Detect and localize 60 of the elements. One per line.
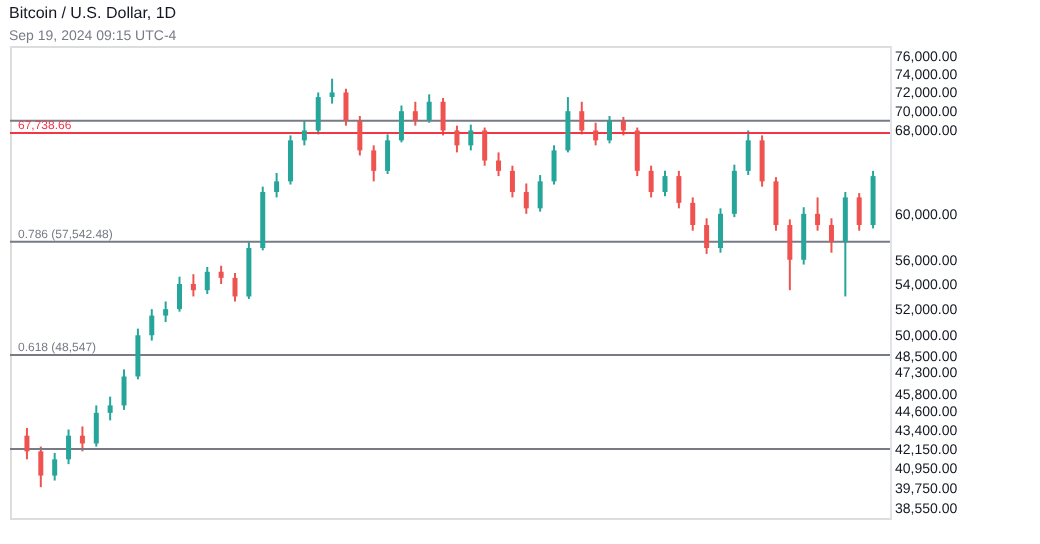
candlestick <box>482 126 488 167</box>
candlestick <box>163 300 169 324</box>
candlestick <box>440 97 446 137</box>
candlestick <box>717 207 723 254</box>
candlestick <box>759 134 765 188</box>
candlestick <box>745 129 751 177</box>
candlestick <box>149 308 155 342</box>
candlestick <box>607 114 613 145</box>
candlestick <box>662 169 668 198</box>
candlestick <box>371 144 377 183</box>
candlestick <box>398 104 404 144</box>
candlestick <box>177 275 183 313</box>
candlestick <box>218 264 224 285</box>
candlestick <box>634 126 640 178</box>
candlestick <box>731 163 737 219</box>
candlestick <box>620 115 626 137</box>
candlestick <box>454 124 460 154</box>
candlestick <box>135 327 141 381</box>
candlestick <box>579 100 585 136</box>
candlestick <box>815 196 821 232</box>
candlestick <box>690 196 696 232</box>
candlestick <box>551 144 557 186</box>
candlestick <box>315 91 321 136</box>
candlestick <box>648 164 654 199</box>
candlestick <box>38 445 44 489</box>
candlestick <box>190 273 196 298</box>
candlestick <box>412 100 418 127</box>
candlestick <box>801 206 807 266</box>
candlestick <box>856 192 862 232</box>
candlestick <box>828 217 834 254</box>
candlestick <box>343 87 349 127</box>
candlestick <box>509 164 515 199</box>
candlestick <box>287 134 293 186</box>
candlestick <box>232 272 238 303</box>
candlestick <box>773 176 779 232</box>
candlestick <box>301 119 307 147</box>
candlestick <box>357 114 363 157</box>
candlestick <box>385 133 391 175</box>
candlestick <box>274 171 280 199</box>
candlestick <box>565 96 571 154</box>
candlestick <box>329 77 335 105</box>
candlestick <box>496 151 502 178</box>
candlestick <box>523 182 529 215</box>
candlestick <box>426 93 432 124</box>
candlestick <box>593 121 599 147</box>
candlestick <box>107 395 113 422</box>
candlestick <box>66 428 72 466</box>
candlestick <box>787 218 793 292</box>
chart-title: Bitcoin / U.S. Dollar, 1D <box>9 4 177 22</box>
candlestick <box>468 123 474 152</box>
candlestick <box>93 404 99 448</box>
candlestick <box>676 169 682 210</box>
candlestick <box>204 265 210 295</box>
candlestick <box>24 426 30 461</box>
candlestick <box>121 368 127 411</box>
candlestick <box>537 174 543 213</box>
candlestick <box>704 217 710 255</box>
candlestick <box>842 191 848 298</box>
candlestick <box>79 425 85 453</box>
candlestick <box>52 451 58 482</box>
